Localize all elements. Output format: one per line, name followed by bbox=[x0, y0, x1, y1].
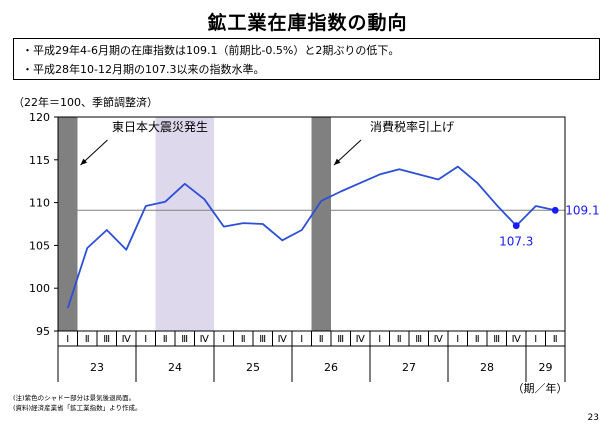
event-shade bbox=[311, 117, 331, 331]
quarter-label: Ⅰ bbox=[456, 334, 459, 345]
quarter-label: Ⅱ bbox=[85, 334, 90, 345]
unit-label: （22年＝100、季節調整済） bbox=[13, 96, 158, 109]
y-tick-label: 105 bbox=[29, 239, 50, 252]
footnote: (資料)経済産業省「鉱工業指数」より作成。 bbox=[13, 404, 142, 412]
quarter-label: Ⅱ bbox=[241, 334, 246, 345]
quarter-label: Ⅲ bbox=[415, 334, 422, 345]
year-label: 24 bbox=[168, 361, 182, 374]
quarter-label: Ⅱ bbox=[319, 334, 324, 345]
quarter-label: Ⅳ bbox=[434, 334, 444, 345]
page-title: 鉱工業在庫指数の動向 bbox=[207, 12, 408, 34]
data-label: 107.3 bbox=[499, 235, 533, 249]
quarter-label: Ⅳ bbox=[512, 334, 522, 345]
data-point bbox=[512, 222, 520, 230]
year-label: 26 bbox=[324, 361, 338, 374]
annotation-arrowhead bbox=[80, 158, 88, 165]
quarter-label: Ⅰ bbox=[378, 334, 381, 345]
event-annotation: 東日本大震災発生 bbox=[112, 120, 208, 134]
quarter-label: Ⅰ bbox=[66, 334, 69, 345]
year-label: 27 bbox=[402, 361, 416, 374]
y-tick-label: 115 bbox=[29, 154, 50, 167]
quarter-label: Ⅲ bbox=[103, 334, 110, 345]
quarter-label: Ⅰ bbox=[534, 334, 537, 345]
recession-shade bbox=[155, 117, 214, 331]
quarter-label: Ⅲ bbox=[337, 334, 344, 345]
quarter-label: Ⅲ bbox=[493, 334, 500, 345]
quarter-label: Ⅰ bbox=[300, 334, 303, 345]
quarter-label: Ⅳ bbox=[356, 334, 366, 345]
data-point bbox=[551, 206, 559, 214]
quarter-label: Ⅳ bbox=[278, 334, 288, 345]
data-label: 109.1 bbox=[565, 203, 599, 217]
quarter-label: Ⅱ bbox=[553, 334, 558, 345]
event-shade bbox=[58, 117, 78, 331]
quarter-label: Ⅲ bbox=[181, 334, 188, 345]
quarter-label: Ⅱ bbox=[397, 334, 402, 345]
footnote: (注)紫色のシャドー部分は景気後退局面。 bbox=[13, 394, 136, 402]
summary-box: ・平成29年4-6月期の在庫指数は109.1（前期比-0.5%）と2期ぶりの低下… bbox=[13, 38, 600, 80]
quarter-label: Ⅱ bbox=[163, 334, 168, 345]
y-tick-label: 95 bbox=[36, 325, 50, 338]
x-axis-suffix: （期／年） bbox=[513, 381, 568, 395]
summary-line: ・平成28年10-12月期の107.3以来の指数水準。 bbox=[22, 63, 265, 76]
annotation-arrowhead bbox=[334, 158, 341, 165]
year-label: 29 bbox=[539, 361, 553, 374]
quarter-label: Ⅳ bbox=[200, 334, 210, 345]
y-tick-label: 110 bbox=[29, 197, 50, 210]
quarter-label: Ⅲ bbox=[259, 334, 266, 345]
quarter-label: Ⅰ bbox=[222, 334, 225, 345]
event-annotation: 消費税率引上げ bbox=[370, 119, 454, 134]
quarter-label: Ⅰ bbox=[144, 334, 147, 345]
quarter-label: Ⅱ bbox=[475, 334, 480, 345]
series-line bbox=[66, 165, 556, 309]
y-tick-label: 100 bbox=[29, 282, 50, 295]
year-label: 28 bbox=[480, 361, 494, 374]
page-number: 23 bbox=[587, 413, 599, 423]
year-label: 25 bbox=[246, 361, 260, 374]
quarter-label: Ⅳ bbox=[122, 334, 132, 345]
year-label: 23 bbox=[90, 361, 104, 374]
y-tick-label: 120 bbox=[29, 111, 50, 124]
summary-line: ・平成29年4-6月期の在庫指数は109.1（前期比-0.5%）と2期ぶりの低下… bbox=[22, 44, 400, 57]
